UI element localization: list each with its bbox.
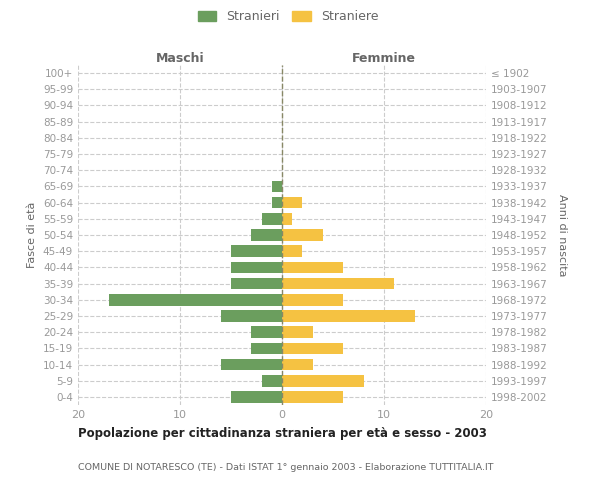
Bar bbox=[282, 342, 343, 354]
Bar bbox=[282, 229, 323, 241]
Bar bbox=[231, 278, 282, 289]
Bar bbox=[272, 197, 282, 208]
Bar bbox=[231, 391, 282, 402]
Bar bbox=[231, 262, 282, 273]
Bar bbox=[221, 358, 282, 370]
Bar bbox=[282, 326, 313, 338]
Bar bbox=[282, 294, 343, 306]
Text: Femmine: Femmine bbox=[352, 52, 416, 65]
Bar bbox=[262, 375, 282, 386]
Bar bbox=[262, 213, 282, 224]
Bar bbox=[109, 294, 282, 306]
Bar bbox=[282, 375, 364, 386]
Bar bbox=[282, 310, 415, 322]
Bar bbox=[282, 246, 302, 257]
Y-axis label: Anni di nascita: Anni di nascita bbox=[557, 194, 567, 276]
Bar bbox=[282, 197, 302, 208]
Bar bbox=[282, 391, 343, 402]
Bar bbox=[282, 358, 313, 370]
Text: COMUNE DI NOTARESCO (TE) - Dati ISTAT 1° gennaio 2003 - Elaborazione TUTTITALIA.: COMUNE DI NOTARESCO (TE) - Dati ISTAT 1°… bbox=[78, 462, 493, 471]
Text: Popolazione per cittadinanza straniera per età e sesso - 2003: Popolazione per cittadinanza straniera p… bbox=[78, 428, 487, 440]
Bar bbox=[251, 229, 282, 241]
Bar bbox=[282, 262, 343, 273]
Bar bbox=[221, 310, 282, 322]
Bar bbox=[251, 342, 282, 354]
Bar bbox=[282, 213, 292, 224]
Bar bbox=[282, 278, 394, 289]
Bar bbox=[272, 180, 282, 192]
Bar bbox=[251, 326, 282, 338]
Y-axis label: Fasce di età: Fasce di età bbox=[28, 202, 37, 268]
Legend: Stranieri, Straniere: Stranieri, Straniere bbox=[194, 6, 382, 26]
Text: Maschi: Maschi bbox=[155, 52, 205, 65]
Bar bbox=[231, 246, 282, 257]
